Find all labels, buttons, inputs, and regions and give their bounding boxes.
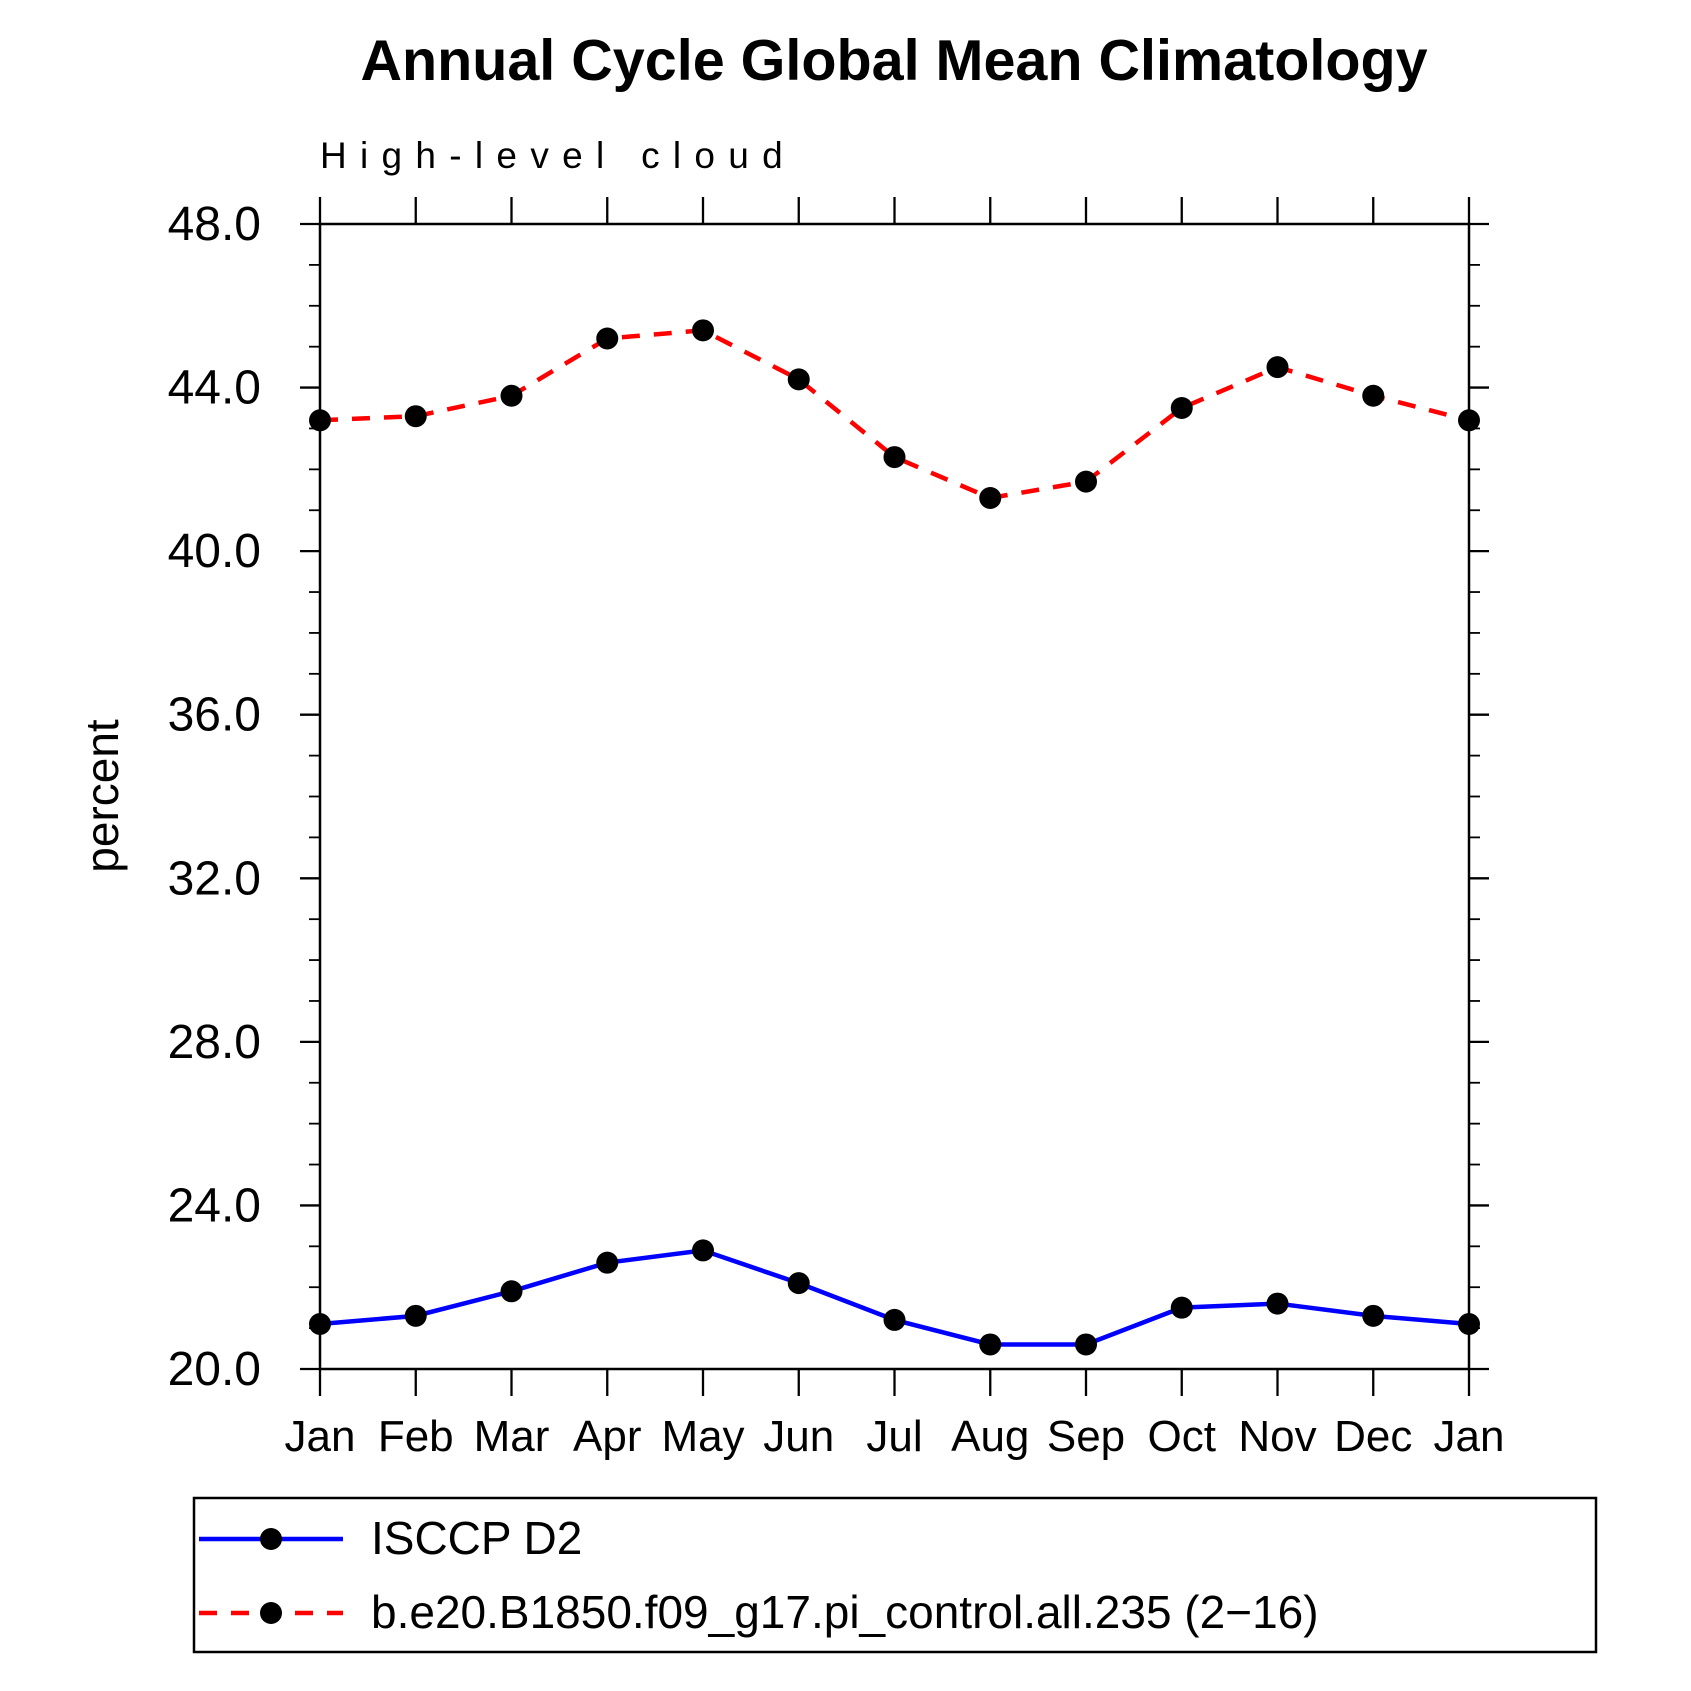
svg-text:May: May (661, 1412, 744, 1461)
svg-text:36.0: 36.0 (168, 689, 261, 742)
svg-text:20.0: 20.0 (168, 1343, 261, 1396)
svg-text:Annual Cycle Global Mean Clima: Annual Cycle Global Mean Climatology (360, 29, 1427, 93)
svg-text:High-level cloud: High-level cloud (320, 135, 796, 176)
svg-text:Mar: Mar (474, 1412, 550, 1461)
svg-text:Oct: Oct (1148, 1412, 1216, 1461)
svg-text:Sep: Sep (1047, 1412, 1125, 1461)
svg-text:40.0: 40.0 (168, 525, 261, 578)
svg-text:Jun: Jun (763, 1412, 834, 1461)
svg-text:Aug: Aug (951, 1412, 1029, 1461)
svg-text:Dec: Dec (1334, 1412, 1412, 1461)
svg-text:28.0: 28.0 (168, 1016, 261, 1069)
svg-text:24.0: 24.0 (168, 1179, 261, 1232)
svg-text:b.e20.B1850.f09_g17.pi_control: b.e20.B1850.f09_g17.pi_control.all.235 (… (371, 1586, 1319, 1638)
svg-text:48.0: 48.0 (168, 198, 261, 251)
svg-text:44.0: 44.0 (168, 362, 261, 415)
svg-text:Apr: Apr (573, 1412, 641, 1461)
svg-text:Jul: Jul (866, 1412, 922, 1461)
svg-text:Jan: Jan (285, 1412, 356, 1461)
svg-text:Feb: Feb (378, 1412, 454, 1461)
svg-text:percent: percent (76, 719, 128, 873)
svg-text:ISCCP D2: ISCCP D2 (371, 1512, 582, 1564)
svg-text:32.0: 32.0 (168, 852, 261, 905)
svg-text:Jan: Jan (1434, 1412, 1505, 1461)
svg-text:Nov: Nov (1238, 1412, 1316, 1461)
